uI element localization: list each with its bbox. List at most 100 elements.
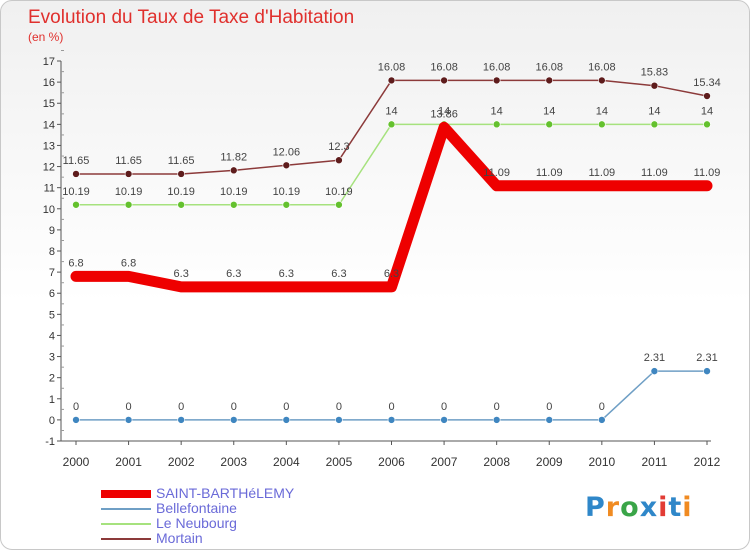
data-point [545, 120, 554, 129]
y-tick-label: 16 [43, 77, 55, 89]
data-label: 0 [388, 401, 394, 413]
y-tick-label: 17 [43, 56, 55, 68]
data-point [177, 200, 185, 209]
data-label: 14 [596, 105, 608, 117]
data-label: 10.19 [115, 186, 143, 198]
proxiti-logo: Proxiti [585, 492, 693, 523]
data-label: 16.08 [430, 61, 458, 73]
logo-letter: r [605, 492, 621, 523]
y-tick-label: 15 [43, 98, 55, 110]
data-label: 0 [178, 401, 184, 413]
data-label: 10.19 [325, 186, 353, 198]
y-tick-label: -1 [45, 436, 55, 448]
x-tick-label: 2011 [642, 455, 668, 469]
y-tick-label: 13 [43, 140, 55, 152]
y-tick-label: 11 [44, 183, 55, 195]
data-point [492, 416, 501, 424]
data-label: 10.19 [220, 186, 248, 198]
data-label: 11.65 [115, 155, 142, 167]
data-label: 6.3 [226, 268, 241, 280]
data-point [229, 200, 238, 209]
legend-label: Mortain [156, 530, 203, 546]
x-tick-label: 2006 [378, 455, 405, 469]
data-point [703, 367, 711, 375]
data-label: 0 [441, 401, 447, 413]
y-tick-label: 12 [43, 162, 55, 174]
x-tick-label: 2010 [588, 455, 615, 469]
data-point [387, 120, 396, 129]
legend-swatch [101, 523, 151, 525]
x-tick-label: 2012 [694, 455, 721, 469]
data-label: 13.86 [430, 108, 458, 120]
logo-letter: o [620, 492, 640, 523]
data-point [177, 170, 185, 178]
data-point [229, 166, 238, 175]
data-point [650, 367, 659, 375]
data-label: 16.08 [535, 61, 563, 73]
data-label: 11.09 [483, 167, 510, 179]
logo-letter: t [668, 492, 683, 523]
data-label: 11.82 [220, 151, 247, 163]
y-tick-label: 7 [49, 267, 55, 279]
data-label: 10.19 [167, 186, 195, 198]
chart-unit-label: (en %) [28, 30, 64, 44]
data-label: 0 [494, 401, 500, 413]
data-label: 14 [438, 105, 450, 117]
y-tick-label: 0 [49, 415, 55, 427]
data-point [72, 170, 80, 178]
data-point [545, 76, 554, 85]
data-label: 11.65 [168, 155, 195, 167]
data-label: 0 [599, 401, 605, 413]
data-point [72, 416, 80, 424]
data-point [72, 200, 80, 209]
data-label: 14 [491, 105, 503, 117]
data-point [492, 76, 501, 85]
data-point [598, 76, 606, 85]
logo-letter: i [658, 492, 669, 523]
data-label: 6.8 [121, 257, 136, 269]
data-label: 11.65 [63, 155, 90, 167]
legend-label: Le Neubourg [156, 515, 237, 531]
y-tick-label: 4 [49, 330, 55, 342]
x-tick-label: 2008 [483, 455, 510, 469]
data-point [650, 120, 659, 129]
data-label: 0 [126, 401, 132, 413]
logo-letter: i [682, 492, 693, 523]
logo-letter: P [585, 492, 606, 523]
data-label: 12.06 [273, 146, 301, 158]
y-tick-label: 6 [49, 288, 55, 300]
data-label: 6.3 [174, 268, 189, 280]
data-point [177, 416, 185, 424]
data-label: 11.09 [694, 167, 721, 179]
data-label: 14 [385, 105, 397, 117]
data-label: 14 [648, 105, 660, 117]
data-label: 2.31 [644, 352, 665, 364]
data-point [282, 416, 291, 424]
y-tick-label: 1 [49, 394, 55, 406]
data-point [492, 120, 501, 129]
x-tick-label: 2002 [168, 455, 195, 469]
data-label: 16.08 [483, 61, 511, 73]
y-tick-label: 5 [49, 309, 55, 321]
y-tick-label: 10 [43, 204, 55, 216]
y-tick-label: 9 [49, 225, 55, 237]
data-point [440, 416, 448, 424]
legend-swatch [101, 490, 151, 498]
data-point [387, 416, 396, 424]
data-label: 11.09 [588, 167, 615, 179]
data-point [703, 92, 711, 100]
y-tick-label: 14 [43, 119, 55, 131]
data-point [545, 416, 554, 424]
data-point [229, 416, 238, 424]
data-label: 10.19 [62, 186, 90, 198]
y-tick-label: 3 [49, 352, 55, 364]
x-tick-label: 2007 [431, 455, 458, 469]
data-point [598, 120, 606, 129]
data-point [650, 81, 659, 90]
data-label: 14 [701, 105, 713, 117]
chart-title: Evolution du Taux de Taxe d'Habitation [28, 7, 355, 28]
legend-swatch [101, 538, 151, 540]
data-label: 15.34 [693, 77, 721, 89]
series-line-0 [70, 121, 713, 293]
